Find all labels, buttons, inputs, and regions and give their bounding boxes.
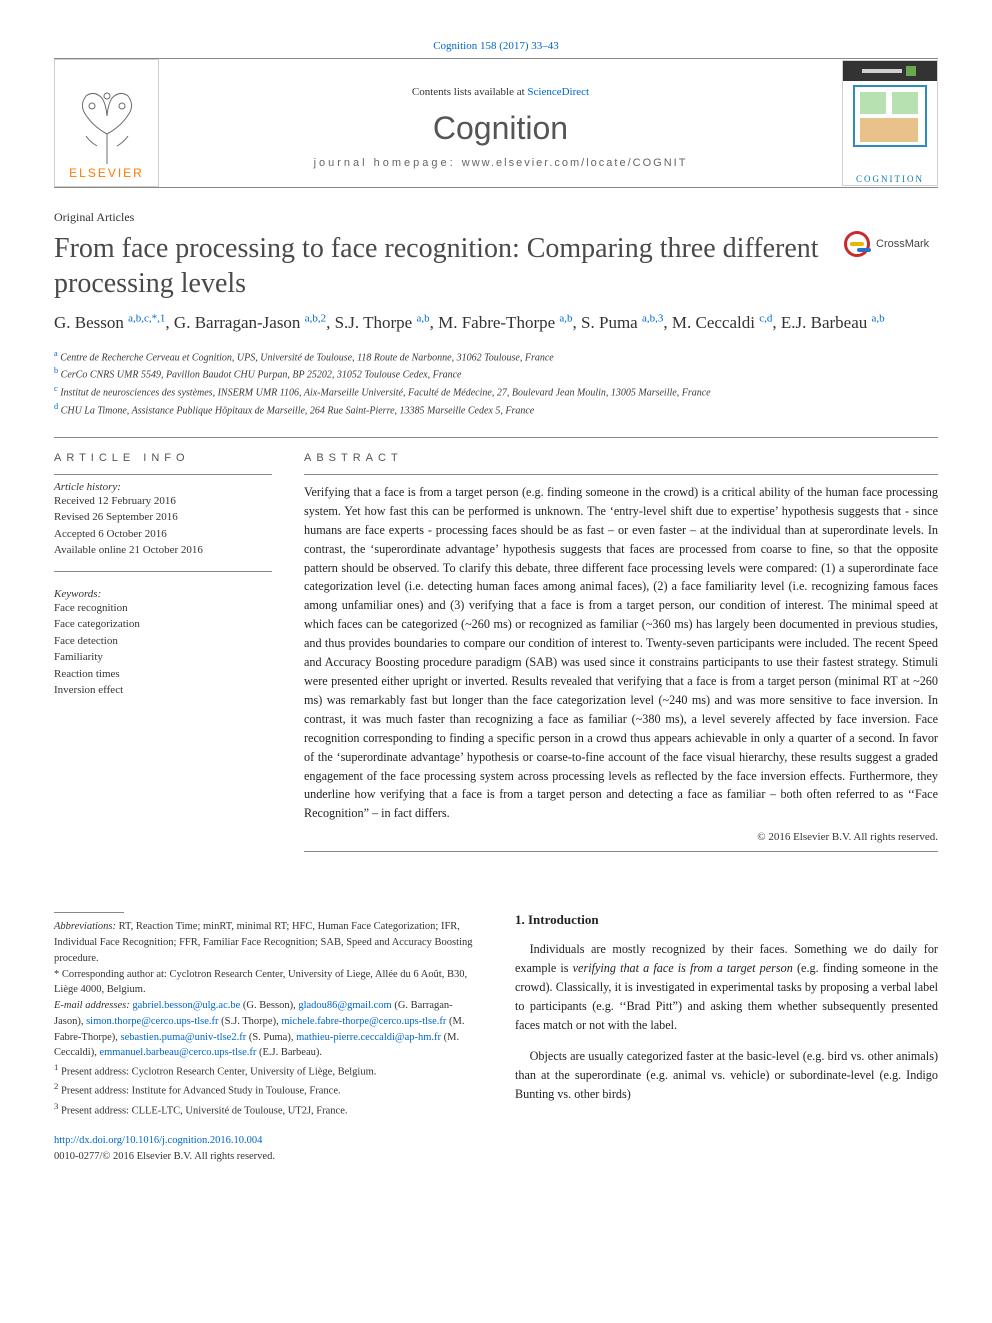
keyword: Inversion effect	[54, 682, 272, 699]
doi-link[interactable]: http://dx.doi.org/10.1016/j.cognition.20…	[54, 1135, 262, 1146]
corresponding-marker: *	[54, 969, 59, 980]
history-label: Article history:	[54, 481, 272, 493]
journal-homepage: journal homepage: www.elsevier.com/locat…	[159, 157, 842, 169]
abstract-heading: ABSTRACT	[304, 452, 938, 464]
keyword: Face recognition	[54, 600, 272, 617]
crossmark-badge[interactable]: CrossMark	[844, 231, 938, 257]
keyword: Reaction times	[54, 666, 272, 683]
journal-homepage-url[interactable]: www.elsevier.com/locate/COGNIT	[462, 157, 688, 169]
cover-art-icon	[850, 82, 930, 172]
article-type: Original Articles	[54, 210, 938, 225]
history-line: Received 12 February 2016	[54, 493, 272, 510]
intro-p1: Individuals are mostly recognized by the…	[515, 940, 938, 1035]
publisher-logo-box: ELSEVIER	[54, 59, 159, 187]
history-line: Available online 21 October 2016	[54, 542, 272, 559]
author-email[interactable]: simon.thorpe@cerco.ups-tlse.fr	[86, 1016, 218, 1027]
sciencedirect-link[interactable]: ScienceDirect	[527, 86, 589, 98]
abstract-column: ABSTRACT Verifying that a face is from a…	[304, 452, 938, 852]
abbrev-label: Abbreviations:	[54, 921, 116, 932]
journal-cover: COGNITION	[842, 60, 938, 186]
intro-p2: Objects are usually categorized faster a…	[515, 1047, 938, 1104]
issn-line: 0010-0277/© 2016 Elsevier B.V. All right…	[54, 1151, 275, 1162]
emails-label: E-mail addresses:	[54, 1000, 130, 1011]
author-email[interactable]: gabriel.besson@ulg.ac.be	[132, 1000, 240, 1011]
section-heading-1: 1. Introduction	[515, 912, 938, 928]
present-marker: 1	[54, 1062, 58, 1072]
authors-line: G. Besson a,b,c,*,1, G. Barragan-Jason a…	[54, 311, 938, 336]
author-email[interactable]: emmanuel.barbeau@cerco.ups-tlse.fr	[99, 1047, 256, 1058]
cover-top-icon	[860, 64, 920, 78]
author-email[interactable]: mathieu-pierre.ceccaldi@ap-hm.fr	[296, 1032, 441, 1043]
crossmark-label: CrossMark	[876, 238, 929, 250]
paper-title: From face processing to face recognition…	[54, 231, 832, 301]
introduction-column: 1. Introduction Individuals are mostly r…	[515, 912, 938, 1164]
section-divider	[54, 437, 938, 438]
history-line: Accepted 6 October 2016	[54, 526, 272, 543]
footnotes-column: Abbreviations: RT, Reaction Time; minRT,…	[54, 912, 477, 1164]
present-marker: 3	[54, 1101, 58, 1111]
history-line: Revised 26 September 2016	[54, 509, 272, 526]
author-email[interactable]: michele.fabre-thorpe@cerco.ups-tlse.fr	[281, 1016, 446, 1027]
doi-block: http://dx.doi.org/10.1016/j.cognition.20…	[54, 1133, 477, 1165]
affiliations: a Centre de Recherche Cerveau et Cogniti…	[54, 348, 938, 419]
running-head: Cognition 158 (2017) 33–43	[54, 40, 938, 52]
publisher-name: ELSEVIER	[69, 166, 144, 180]
journal-title: Cognition	[159, 110, 842, 147]
journal-header: ELSEVIER Contents lists available at Sci…	[54, 58, 938, 188]
present-marker: 2	[54, 1081, 58, 1091]
author-email[interactable]: gladou86@gmail.com	[298, 1000, 391, 1011]
contents-line: Contents lists available at ScienceDirec…	[159, 86, 842, 98]
author-email[interactable]: sebastien.puma@univ-tlse2.fr	[120, 1032, 246, 1043]
cover-title: COGNITION	[853, 173, 927, 185]
crossmark-icon	[844, 231, 870, 257]
abstract-copyright: © 2016 Elsevier B.V. All rights reserved…	[304, 831, 938, 843]
keyword: Face detection	[54, 633, 272, 650]
keywords-label: Keywords:	[54, 588, 272, 600]
keyword: Face categorization	[54, 616, 272, 633]
elsevier-tree-icon	[72, 86, 142, 166]
article-info-column: ARTICLE INFO Article history: Received 1…	[54, 452, 272, 852]
article-info-heading: ARTICLE INFO	[54, 452, 272, 464]
abstract-text: Verifying that a face is from a target p…	[304, 483, 938, 823]
citation-link[interactable]: Cognition 158 (2017) 33–43	[433, 40, 559, 52]
keyword: Familiarity	[54, 649, 272, 666]
